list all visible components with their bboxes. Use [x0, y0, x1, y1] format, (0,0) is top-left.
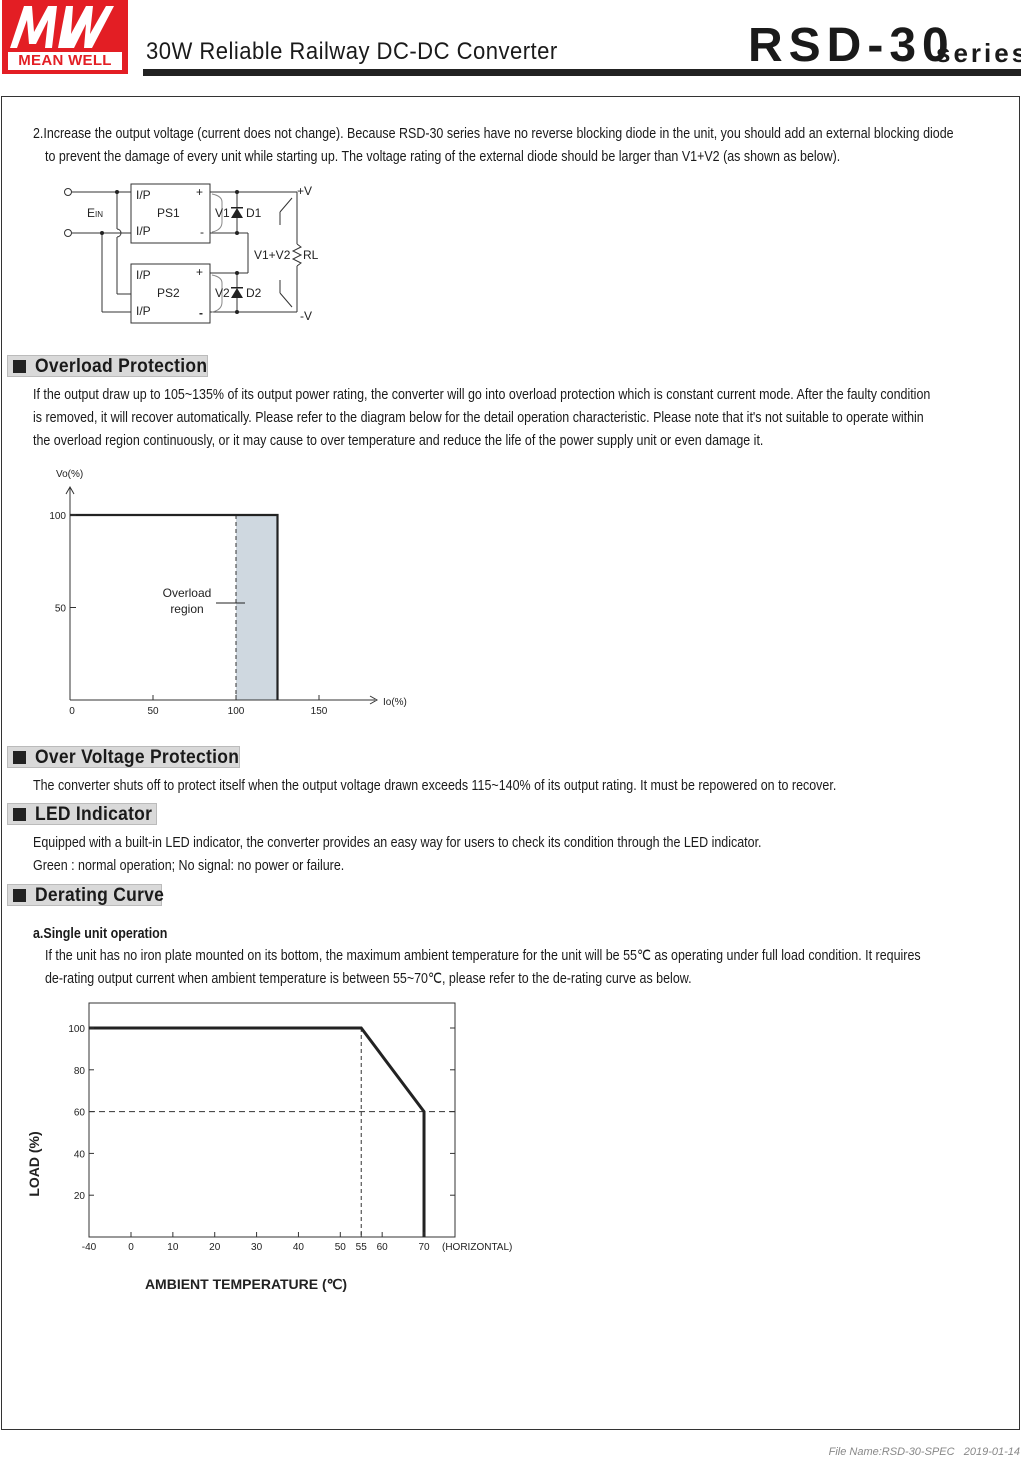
y-tick-label: 20	[74, 1191, 86, 1202]
x-tick-label: 50	[147, 706, 159, 717]
y-tick-label: 80	[74, 1066, 86, 1077]
x-tick-label: 30	[251, 1242, 263, 1253]
footer-file-info: File Name:RSD-30-SPEC 2019-01-14	[829, 1446, 1020, 1458]
y-axis-label: LOAD (%)	[26, 1131, 42, 1196]
overload-line: the overload region continuously, or it …	[33, 433, 764, 449]
led-line: Green : normal operation; No signal: no …	[33, 858, 345, 874]
section-heading: Overload Protection	[35, 356, 208, 377]
annotation-text: region	[170, 602, 203, 616]
section-heading: Over Voltage Protection	[35, 747, 240, 768]
v1v2-label: V1+V2	[254, 248, 291, 262]
bullet-square-icon	[13, 360, 26, 373]
x-axis-suffix: (HORIZONTAL)	[442, 1242, 512, 1253]
y-axis-arrow-icon	[65, 485, 75, 495]
ps1-plus: +	[196, 185, 203, 199]
x-tick-label: 100	[228, 706, 245, 717]
ps1-ip-label: I/P	[136, 224, 151, 238]
section-heading: LED Indicator	[35, 804, 153, 825]
v1-label: V1	[215, 206, 230, 220]
y-tick-label: 60	[74, 1108, 86, 1119]
derating-line: de-rating output current when ambient te…	[45, 971, 692, 987]
rl-label: RL	[303, 248, 319, 262]
ps1-minus: -	[200, 225, 204, 239]
ps1-box	[130, 183, 211, 244]
x-tick-label: 55	[356, 1242, 368, 1253]
footer-file-name: File Name:RSD-30-SPEC	[828, 1446, 955, 1458]
series-suffix: series	[936, 38, 1021, 68]
x-axis-arrow-icon	[369, 695, 379, 705]
diode-d2-icon	[231, 288, 243, 298]
logo-text: MEAN WELL	[8, 52, 122, 70]
derating-subheading: a.Single unit operation	[33, 926, 168, 942]
overload-characteristic-chart: 0 50 100 150 50 100 Io(%) Vo(%) Overload region	[49, 469, 407, 717]
diode-d1-icon	[231, 208, 243, 218]
x-axis-label: AMBIENT TEMPERATURE (℃)	[145, 1276, 347, 1292]
ps2-ip-label: I/P	[136, 268, 151, 282]
page-frame	[1, 96, 1020, 1430]
series-line	[70, 513, 279, 700]
d2-label: D2	[246, 286, 262, 300]
bullet-square-icon	[13, 808, 26, 821]
ps2-minus: -	[199, 306, 203, 320]
x-tick-label: 60	[377, 1242, 389, 1253]
ps2-ip-label: I/P	[136, 304, 151, 318]
x-tick-label: 10	[167, 1242, 179, 1253]
x-tick-label: 40	[293, 1242, 305, 1253]
ps1-label: PS1	[157, 206, 180, 220]
led-line: Equipped with a built-in LED indicator, …	[33, 835, 762, 851]
x-tick-label: 0	[69, 706, 75, 717]
header-divider	[143, 69, 1021, 76]
intro-line: 2.Increase the output voltage (current d…	[33, 126, 954, 142]
neg-v-label: -V	[300, 309, 312, 323]
ps1-ip-label: I/P	[136, 188, 151, 202]
bullet-square-icon	[13, 751, 26, 764]
d1-label: D1	[246, 206, 262, 220]
section-overload-protection: Overload Protection	[7, 355, 208, 377]
annotation-text: Overload	[163, 586, 212, 600]
section-derating-curve: Derating Curve	[7, 884, 165, 906]
series-connection-circuit-diagram: EIN I/P I/P PS1 + - I/P I/P PS2 + - V1 D…	[64, 183, 319, 324]
footer-date: 2019-01-14	[963, 1446, 1020, 1458]
y-tick-label: 40	[74, 1149, 86, 1160]
section-over-voltage-protection: Over Voltage Protection	[7, 746, 240, 768]
x-axis-label: Io(%)	[383, 697, 407, 708]
ps2-label: PS2	[157, 286, 180, 300]
x-tick-label: 70	[418, 1242, 430, 1253]
series-line	[89, 1026, 426, 1237]
mean-well-logo: MEAN WELL	[2, 0, 128, 74]
x-tick-label: 50	[335, 1242, 347, 1253]
x-tick-label: 150	[311, 706, 328, 717]
y-tick-label: 50	[55, 604, 67, 615]
series-name: RSD-30	[748, 19, 955, 72]
mw-logo-mark	[10, 6, 114, 48]
y-axis-label: Vo(%)	[56, 469, 83, 480]
section-led-indicator: LED Indicator	[7, 803, 157, 825]
y-tick-label: 100	[68, 1024, 85, 1035]
section-heading: Derating Curve	[35, 885, 165, 906]
derating-line: If the unit has no iron plate mounted on…	[45, 948, 921, 964]
document-title: 30W Reliable Railway DC-DC Converter	[146, 38, 558, 65]
x-tick-label: 0	[128, 1242, 134, 1253]
overload-region-fill	[236, 515, 278, 700]
x-tick-label: 20	[209, 1242, 221, 1253]
pos-v-label: +V	[297, 184, 312, 198]
derating-curve-chart: -40 0 10 20 30 40 50 55 60 70 20 40 60 80 100 (HORIZONT…	[26, 1002, 512, 1292]
y-tick-label: 100	[49, 511, 66, 522]
v2-label: V2	[215, 286, 230, 300]
bullet-square-icon	[13, 889, 26, 902]
x-tick-label: -40	[82, 1242, 97, 1253]
overload-line: If the output draw up to 105~135% of its…	[33, 387, 931, 403]
ovp-line: The converter shuts off to protect itsel…	[33, 778, 837, 794]
ein-label: EIN	[87, 206, 103, 220]
overload-line: is removed, it will recover automaticall…	[33, 410, 924, 426]
plot-frame	[88, 1002, 456, 1238]
intro-line: to prevent the damage of every unit whil…	[45, 149, 841, 165]
ps2-plus: +	[196, 265, 203, 279]
